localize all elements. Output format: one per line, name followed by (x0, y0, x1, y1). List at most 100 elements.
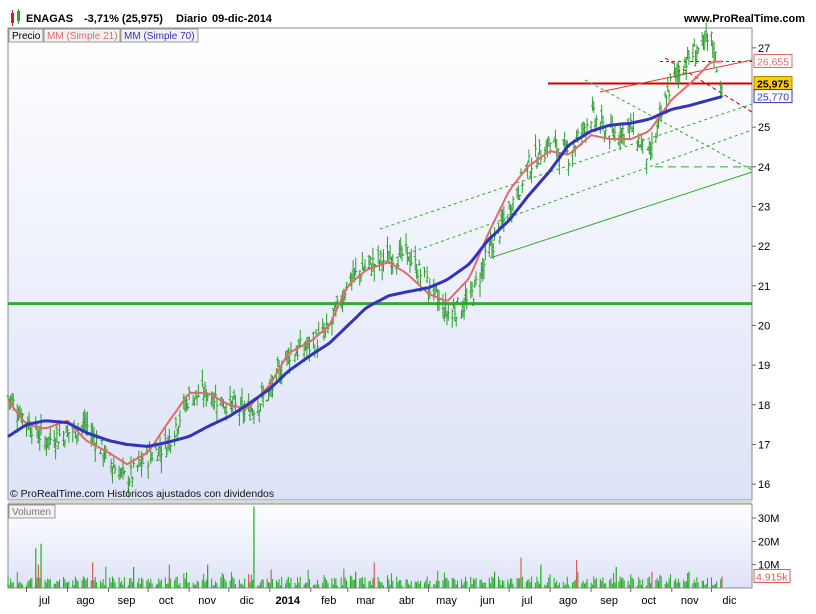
y-tick-label: 19 (758, 360, 770, 372)
candle (691, 43, 695, 63)
candle (256, 398, 260, 415)
candle (202, 386, 206, 408)
candle (547, 135, 551, 147)
candle (404, 233, 408, 253)
x-tick-label: mar (356, 595, 375, 607)
candle (454, 316, 458, 327)
candle (203, 381, 207, 397)
moving-average-lines (7, 60, 723, 466)
label-ma70: 25,770 (757, 92, 789, 104)
candle (470, 281, 474, 298)
candle (641, 138, 645, 154)
candle (56, 441, 60, 450)
footer-note: © ProRealTime.com Históricos ajustados c… (10, 488, 274, 500)
candle (186, 402, 190, 411)
candle (684, 56, 688, 81)
x-tick-label: feb (321, 595, 336, 607)
y-tick-label: 22 (758, 241, 770, 253)
candle (666, 77, 670, 93)
candle (113, 464, 117, 474)
site-label[interactable]: www.ProRealTime.com (683, 13, 805, 25)
volume-label-box[interactable] (8, 504, 56, 519)
candle (668, 73, 672, 82)
candle (126, 475, 130, 498)
x-tick-label: oct (159, 595, 174, 607)
candle (169, 444, 173, 454)
legend-ma21-box[interactable] (43, 28, 121, 43)
candle (117, 465, 121, 480)
candle (62, 430, 66, 447)
candle (155, 454, 159, 462)
candle (354, 257, 358, 276)
candle (243, 400, 247, 423)
candle (511, 196, 515, 212)
candle (465, 288, 469, 310)
time-axis: jul ago sep oct nov dic 2014 feb mar abr may jun jul… (26, 588, 737, 607)
candle (417, 259, 421, 266)
y-tick-label: 18 (758, 400, 770, 412)
candle (177, 425, 181, 435)
candle (423, 266, 426, 278)
candle (240, 388, 244, 407)
candle (456, 297, 460, 304)
candle (482, 259, 486, 280)
x-tick-label: nov (198, 595, 216, 607)
candle (441, 293, 445, 318)
candle (450, 309, 454, 328)
candle (687, 49, 691, 65)
ma21-line (7, 60, 723, 466)
ticker-label: ENAGAS (26, 13, 73, 25)
candle (518, 194, 522, 201)
candle (54, 437, 58, 460)
candle (370, 263, 374, 277)
legend-ma70: MM (Simple 70) (124, 31, 195, 42)
y-tick-label: 23 (758, 201, 770, 213)
candle (696, 46, 700, 54)
candle (715, 68, 719, 73)
candle (30, 427, 34, 445)
x-tick-label: jun (479, 595, 495, 607)
candle (259, 403, 263, 412)
legend-ma21: MM (Simple 21) (47, 31, 118, 42)
candle (376, 245, 380, 264)
candle (530, 157, 534, 184)
legend-ma70-box[interactable] (120, 28, 199, 43)
candle (159, 444, 163, 474)
channel-lower-line (489, 171, 753, 259)
candle (413, 245, 417, 272)
panel-splitter[interactable] (8, 500, 752, 504)
candle (363, 259, 367, 270)
candle (298, 329, 302, 347)
candle (252, 410, 256, 425)
candle (379, 250, 383, 263)
chart-legend: Precio MM (Simple 21) MM (Simple 70) (8, 28, 199, 43)
candle (416, 269, 420, 284)
x-tick-label: nov (681, 595, 699, 607)
candle (453, 303, 457, 322)
candle (462, 297, 466, 320)
candle (692, 38, 696, 47)
candle (136, 464, 140, 472)
candle (399, 237, 403, 259)
candle (538, 139, 542, 155)
y-tick-label: 20 (758, 320, 770, 332)
candle (567, 159, 571, 176)
volume-label: Volumen (12, 507, 51, 518)
candle (534, 134, 538, 158)
chart-header: ENAGAS -3,71% (25,975) Diario 09-dic-201… (11, 9, 805, 26)
candle (491, 243, 495, 260)
legend-price-box[interactable] (8, 28, 44, 43)
candle (705, 33, 709, 52)
candle (38, 425, 42, 451)
candle (215, 396, 219, 423)
ma70-line (7, 95, 723, 448)
candlestick-icon (11, 9, 20, 26)
volume-tick-label: 20M (758, 536, 779, 548)
candle (67, 431, 71, 443)
candle (128, 477, 132, 486)
candle (104, 445, 108, 460)
volume-axis: 10M 20M 30M 4.915k (752, 513, 791, 584)
label-upper: 26,655 (757, 57, 789, 69)
candle (261, 385, 265, 408)
x-tick-label: jul (38, 595, 50, 607)
